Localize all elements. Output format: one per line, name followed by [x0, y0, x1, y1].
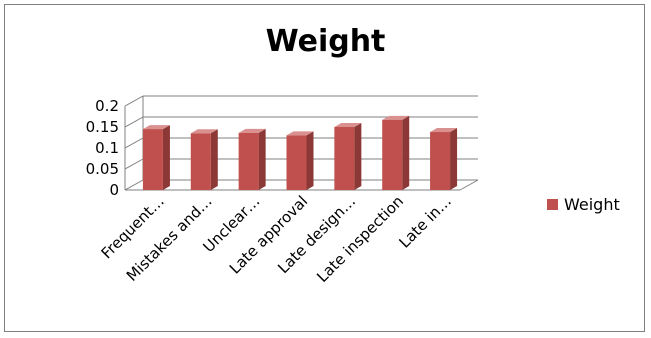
- bar-top: [286, 131, 314, 136]
- bar: [430, 128, 458, 190]
- legend-label: Weight: [564, 195, 620, 214]
- chart-title: Weight: [265, 24, 386, 59]
- bar: [286, 131, 314, 190]
- bar-front: [430, 132, 451, 190]
- floor-edge: [459, 179, 479, 191]
- x-axis-category-labels: Frequent…Mistakes and…Unclear…Late appro…: [98, 192, 455, 286]
- bar-side: [210, 129, 218, 190]
- y-axis-tick-labels: 0 0.05 0.1 0.15 0.2: [86, 97, 119, 199]
- bar-front: [238, 132, 259, 190]
- gridline-depth: [124, 137, 144, 149]
- x-category-label: Late inspection: [313, 192, 407, 286]
- bar: [190, 129, 218, 190]
- bar-top: [334, 123, 362, 127]
- gridline-depth: [124, 158, 144, 170]
- bar-side: [306, 131, 314, 190]
- gridline-depth: [124, 116, 144, 128]
- bar-side: [450, 128, 458, 190]
- bar-top: [238, 128, 266, 133]
- bar-side: [402, 115, 410, 190]
- legend-swatch: [547, 199, 558, 210]
- y-tick-label: 0.1: [95, 139, 119, 157]
- y-tick-label: 0: [109, 181, 119, 199]
- bar: [142, 125, 170, 190]
- bar-top: [190, 129, 218, 134]
- y-tick-label: 0.05: [86, 160, 119, 178]
- gridline-depth: [124, 179, 144, 191]
- y-tick-label: 0.15: [86, 118, 119, 136]
- bar-front: [286, 135, 307, 190]
- x-category-label: Late in…: [395, 192, 454, 251]
- bar-side: [162, 125, 170, 190]
- bar-front: [334, 127, 355, 190]
- bar-top: [142, 125, 170, 130]
- bar-front: [382, 119, 403, 190]
- bar: [334, 123, 362, 190]
- bar-front: [190, 133, 211, 190]
- bar-side: [258, 128, 266, 190]
- chart-frame: [4, 4, 645, 332]
- bar: [382, 115, 410, 190]
- bar-front: [142, 129, 163, 190]
- legend: Weight: [547, 195, 620, 214]
- y-tick-label: 0.2: [95, 97, 119, 115]
- bars: [142, 115, 458, 190]
- gridline-depth: [124, 95, 144, 107]
- bar-top: [382, 115, 410, 120]
- bar-side: [354, 123, 362, 190]
- bar-top: [430, 128, 458, 133]
- bar: [238, 128, 266, 190]
- x-category-label: Mistakes and…: [123, 192, 216, 285]
